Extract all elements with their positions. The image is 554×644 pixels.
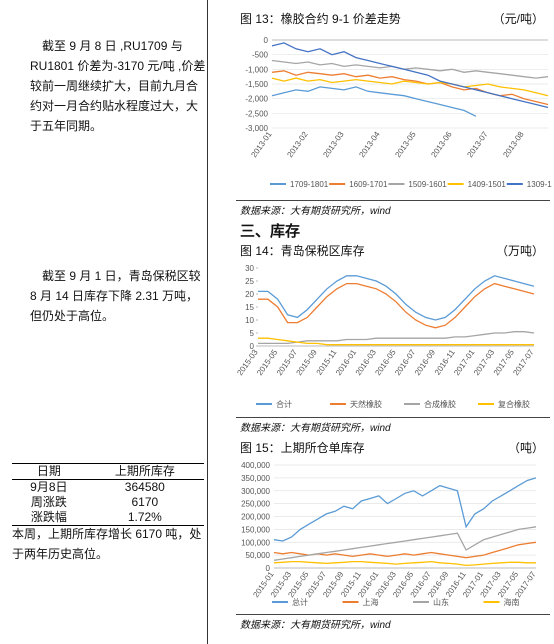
rule xyxy=(236,200,550,201)
series-line xyxy=(271,42,549,109)
series-line xyxy=(271,59,549,79)
y-tick-label: -1,500 xyxy=(245,80,268,89)
rule xyxy=(236,417,550,418)
y-tick-label: 0 xyxy=(266,564,271,573)
y-tick-label: 100,000 xyxy=(241,538,270,547)
figure-title: 图 14：青岛保税区库存 xyxy=(240,244,365,258)
series-line xyxy=(273,526,537,561)
legend-label: 复合橡胶 xyxy=(498,399,530,409)
x-tick-label: 2013-08 xyxy=(501,130,526,160)
series-line xyxy=(258,337,534,346)
y-tick-label: 300,000 xyxy=(241,487,270,496)
y-tick-label: 50,000 xyxy=(246,551,271,560)
source: 数据来源：大有期货研究所，wind xyxy=(240,423,391,434)
legend-label: 天然橡胶 xyxy=(350,399,382,409)
x-tick-label: 2013-06 xyxy=(429,130,454,160)
chart: 0510152025302015-032015-052015-072015-09… xyxy=(236,264,536,409)
legend-label: 1409-1501 xyxy=(468,180,507,189)
table-cell: 9月8日 xyxy=(30,480,68,494)
y-tick-label: -2,000 xyxy=(245,95,268,104)
figure-unit: （吨） xyxy=(507,441,544,455)
table-cell: 364580 xyxy=(124,480,165,494)
series-line xyxy=(273,560,536,567)
y-tick-label: 30 xyxy=(245,264,254,273)
table-cell: 1.72% xyxy=(127,510,162,524)
legend-label: 1309-1401 xyxy=(527,180,552,189)
y-tick-label: -2,500 xyxy=(245,109,268,118)
legend-label: 合成橡胶 xyxy=(424,399,456,409)
y-tick-label: 25 xyxy=(245,277,254,286)
legend-label: 合计 xyxy=(276,399,292,409)
table-cell: 6170 xyxy=(131,495,159,509)
legend-label: 总计 xyxy=(292,597,308,607)
stock-table: 日期 上期所库存 9月8日 364580 周涨跌 6170 涨跌幅 1.72% xyxy=(12,463,204,526)
x-tick-label: 2013-02 xyxy=(285,130,310,160)
divider xyxy=(207,0,208,644)
series-line xyxy=(271,86,477,117)
series-line xyxy=(258,331,535,345)
figure-unit: （元/吨） xyxy=(492,12,544,26)
chart: 0-500-1,000-1,500-2,000-2,500-3,0002013-… xyxy=(245,36,552,189)
legend-label: 海南 xyxy=(504,597,520,607)
x-tick-label: 2013-03 xyxy=(321,130,346,160)
y-tick-label: 0 xyxy=(250,342,255,351)
y-tick-label: -500 xyxy=(252,51,269,60)
paragraph: 本周，上期所库存增长 6170 吨，处于两年历史高位。 xyxy=(12,527,202,561)
series-line xyxy=(273,477,537,542)
paragraph: 截至 9 月 8 日 ,RU1709 与 RU1801 价差为-3170 元/吨… xyxy=(30,39,206,133)
y-tick-label: -1,000 xyxy=(245,65,268,74)
series-line xyxy=(258,275,535,321)
series-line xyxy=(258,282,535,329)
y-tick-label: 150,000 xyxy=(241,525,270,534)
y-tick-label: 0 xyxy=(264,36,269,45)
figure-title: 图 15：上期所仓单库存 xyxy=(240,441,365,455)
x-tick-label: 2013-07 xyxy=(465,130,490,160)
table-header: 日期 xyxy=(36,464,61,478)
legend-label: 1509-1601 xyxy=(408,180,447,189)
figure-title: 图 13：橡胶合约 9-1 价差走势 xyxy=(240,12,401,26)
y-tick-label: 10 xyxy=(245,316,254,325)
series-line xyxy=(271,77,549,97)
table-header: 上期所库存 xyxy=(114,464,175,478)
x-tick-label: 2013-05 xyxy=(393,130,418,160)
section-heading: 三、库存 xyxy=(240,223,301,240)
figure-unit: （万吨） xyxy=(495,244,544,258)
x-tick-label: 2017-07 xyxy=(511,348,536,378)
legend-label: 山东 xyxy=(433,597,449,607)
paragraph: 截至 9 月 1 日，青岛保税区较 8 月 14 日库存下降 2.31 万吨，但… xyxy=(30,269,201,323)
x-tick-label: 2013-04 xyxy=(357,130,382,160)
y-tick-label: 400,000 xyxy=(241,461,270,470)
legend-label: 上海 xyxy=(363,597,379,607)
table-cell: 周涨跌 xyxy=(30,495,67,509)
legend-label: 1609-1701 xyxy=(349,180,388,189)
rule xyxy=(236,614,550,615)
y-tick-label: 20 xyxy=(245,290,254,299)
series-line xyxy=(271,70,549,106)
source: 数据来源：大有期货研究所，wind xyxy=(240,620,391,631)
x-tick-label: 2013-01 xyxy=(249,130,274,160)
legend-label: 1709-1801 xyxy=(290,180,329,189)
y-tick-label: 200,000 xyxy=(241,513,270,522)
table-cell: 涨跌幅 xyxy=(30,510,67,524)
source: 数据来源：大有期货研究所，wind xyxy=(240,206,391,217)
y-tick-label: 15 xyxy=(245,303,254,312)
y-tick-label: 5 xyxy=(250,329,255,338)
y-tick-label: 350,000 xyxy=(241,474,270,483)
y-tick-label: 250,000 xyxy=(241,500,270,509)
chart: 0 50,000 100,000 150,000 200,000 250,000 300,0… xyxy=(241,461,538,607)
y-tick-label: -3,000 xyxy=(245,124,268,133)
